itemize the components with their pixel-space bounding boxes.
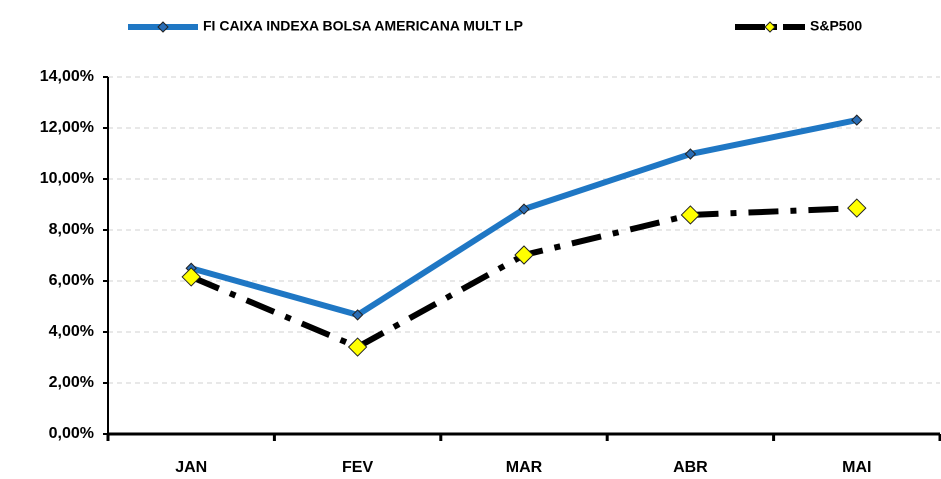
x-tick-label: MAI xyxy=(842,459,871,476)
legend-marker xyxy=(157,21,169,33)
legend-marker xyxy=(764,21,776,33)
y-tick-label: 2,00% xyxy=(49,374,94,391)
marker xyxy=(347,337,368,357)
y-tick-label: 6,00% xyxy=(49,272,94,289)
marker xyxy=(851,114,863,126)
series-line xyxy=(190,117,858,319)
series-line xyxy=(190,205,857,351)
y-tick-label: 12,00% xyxy=(40,119,94,136)
marker xyxy=(847,198,867,218)
y-tick-label: 8,00% xyxy=(49,221,94,238)
marker xyxy=(518,203,530,215)
x-tick-label: FEV xyxy=(342,459,373,476)
x-tick-label: JAN xyxy=(175,459,207,476)
marker xyxy=(680,205,701,225)
legend-label: S&P500 xyxy=(810,18,862,34)
y-tick-label: 10,00% xyxy=(40,170,94,187)
y-tick-label: 4,00% xyxy=(49,323,94,340)
x-tick-label: ABR xyxy=(673,459,708,476)
y-tick-label: 14,00% xyxy=(40,68,94,85)
y-tick-label: 0,00% xyxy=(49,425,94,442)
marker xyxy=(514,245,534,265)
marker xyxy=(351,309,364,321)
marker xyxy=(684,148,697,160)
marker xyxy=(181,267,201,287)
legend-label: FI CAIXA INDEXA BOLSA AMERICANA MULT LP xyxy=(203,18,523,34)
x-tick-label: MAR xyxy=(506,459,543,476)
